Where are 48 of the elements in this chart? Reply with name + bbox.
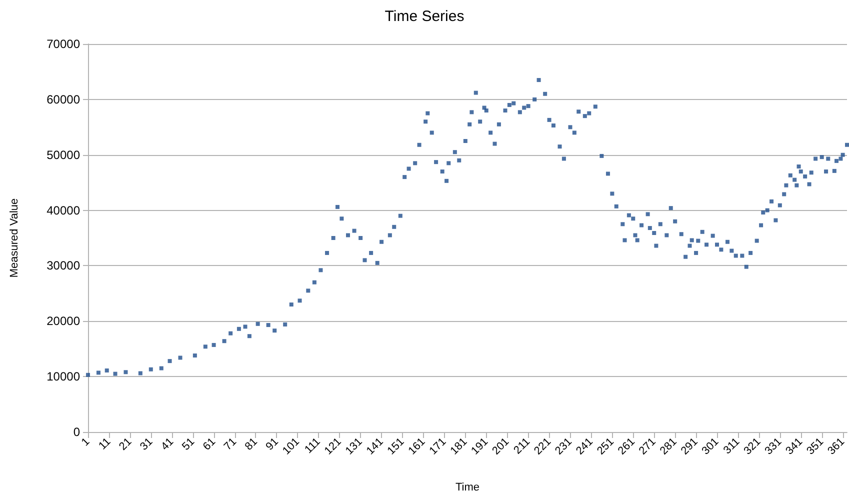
- y-tick-label: 50000: [46, 148, 80, 162]
- x-tick-label: 321: [742, 436, 764, 458]
- x-tick-label: 301: [700, 436, 722, 458]
- x-tick-label: 121: [322, 436, 344, 458]
- x-tick-label: 311: [721, 436, 742, 457]
- x-tick-label: 11: [96, 436, 114, 452]
- x-tick-label: 91: [264, 436, 281, 453]
- x-tick-label: 1: [79, 436, 92, 449]
- x-tick-label: 351: [804, 436, 826, 458]
- x-tick-label: 191: [469, 436, 491, 458]
- x-tick-label: 231: [553, 436, 574, 458]
- x-tick-label: 241: [574, 436, 596, 458]
- x-tick-label: 271: [636, 436, 658, 458]
- x-tick-label: 61: [200, 436, 218, 453]
- x-tick-label: 151: [385, 436, 407, 458]
- x-tick-label: 251: [594, 436, 616, 458]
- y-tick-label: 70000: [46, 37, 80, 51]
- x-tick-label: 281: [658, 436, 680, 458]
- y-tick-label: 60000: [46, 92, 80, 106]
- x-tick-label: 331: [762, 436, 784, 458]
- chart-title: Time Series: [384, 8, 464, 25]
- x-tick-label: 111: [302, 436, 323, 456]
- y-tick-label: 10000: [46, 370, 80, 384]
- x-tick-label: 141: [364, 436, 386, 458]
- x-tick-label: 341: [784, 436, 806, 458]
- y-axis-title: Measured Value: [8, 198, 20, 278]
- x-tick-label: 101: [280, 436, 302, 458]
- x-tick-label: 181: [448, 436, 470, 458]
- x-tick-label: 201: [490, 436, 512, 458]
- x-tick-label: 361: [826, 436, 848, 458]
- x-tick-label: 71: [222, 436, 240, 453]
- x-tick-label: 21: [117, 436, 134, 453]
- x-tick-label: 171: [427, 436, 449, 458]
- x-tick-label: 221: [532, 436, 554, 458]
- x-tick-label: 131: [343, 436, 365, 458]
- x-tick-label: 211: [512, 436, 533, 457]
- x-tick-label: 261: [616, 436, 638, 458]
- x-tick-label: 291: [678, 436, 700, 458]
- x-axis-title: Time: [455, 482, 480, 494]
- x-tick-label: 81: [242, 436, 260, 453]
- y-tick-label: 30000: [46, 258, 80, 273]
- y-tick-label: 20000: [46, 314, 80, 328]
- x-tick-label: 51: [180, 436, 198, 453]
- x-tick-label: 31: [138, 436, 156, 453]
- x-tick-label: 161: [406, 436, 428, 458]
- y-tick-label: 40000: [46, 203, 80, 218]
- y-tick-label: 0: [73, 425, 80, 439]
- x-tick-label: 41: [158, 436, 176, 453]
